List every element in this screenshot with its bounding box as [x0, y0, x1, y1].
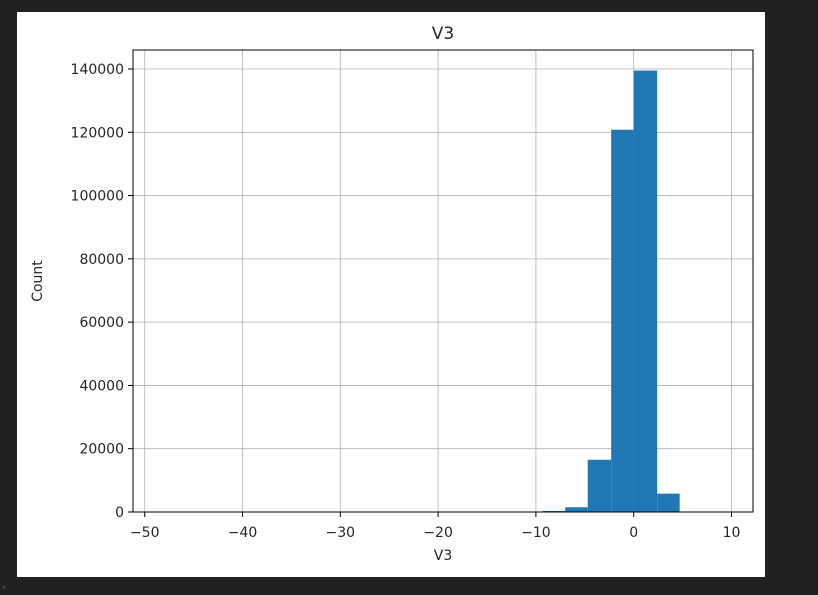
y-tick-label: 120000	[71, 125, 124, 141]
plot-frame	[132, 49, 754, 513]
y-tick-label: 80000	[79, 252, 124, 268]
y-tick-label: 0	[115, 505, 124, 521]
chart-title: V3	[432, 24, 454, 44]
x-axis-label: V3	[434, 548, 452, 564]
x-tick-label: −30	[326, 525, 356, 541]
histogram-bar	[611, 129, 634, 512]
y-tick-label: 100000	[71, 189, 124, 205]
histogram-bar	[633, 70, 658, 513]
y-tick-label: 60000	[79, 315, 124, 331]
histogram-chart: −50 −40 −30 −20 −10 0 10 0 20000 40000 60000 80000…	[30, 24, 754, 564]
y-tick-label: 20000	[79, 442, 124, 458]
output-cell: −50 −40 −30 −20 −10 0 10 0 20000 40000 60000 80000…	[17, 12, 765, 577]
scroll-left-icon[interactable]: ‹	[2, 583, 6, 593]
histogram-bar	[542, 510, 566, 512]
x-tick-label: −50	[130, 525, 160, 541]
x-tick-label: 0	[629, 525, 638, 541]
bars	[521, 70, 680, 513]
y-tick-label: 140000	[71, 62, 124, 78]
x-tick-label: −10	[521, 525, 551, 541]
y-axis-label: Count	[30, 260, 46, 302]
histogram-bar	[657, 493, 680, 512]
histogram-bar	[587, 459, 612, 512]
x-tick-label: 10	[723, 525, 741, 541]
x-tick-label: −40	[228, 525, 258, 541]
y-axis: 0 20000 40000 60000 80000 100000 120000 140000	[71, 62, 133, 521]
grid	[133, 50, 753, 513]
x-tick-label: −20	[423, 525, 453, 541]
x-axis: −50 −40 −30 −20 −10 0 10	[130, 512, 740, 541]
histogram-bar	[565, 507, 588, 512]
y-tick-label: 40000	[79, 378, 124, 394]
